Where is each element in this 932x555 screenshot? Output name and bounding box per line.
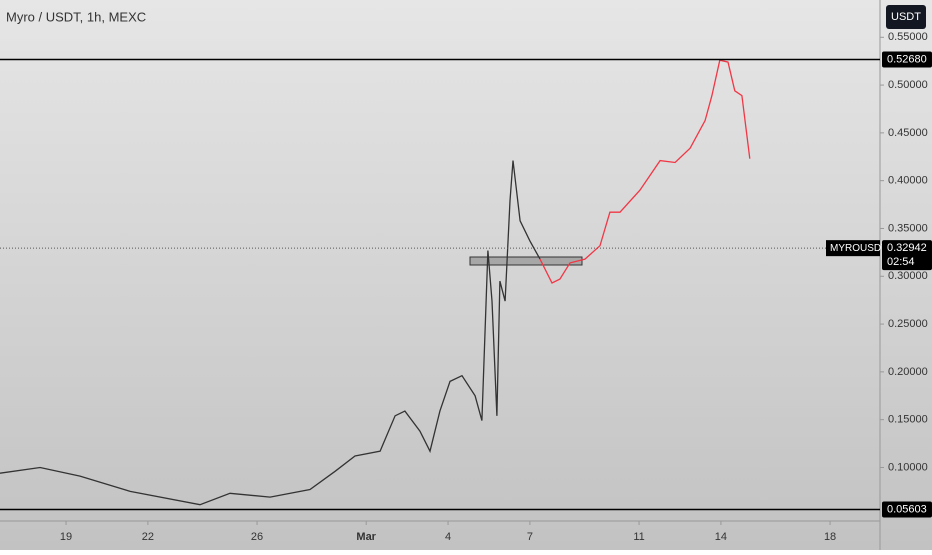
countdown: 02:54 bbox=[887, 256, 915, 268]
x-tick-label: 14 bbox=[715, 531, 727, 543]
x-tick-label: 4 bbox=[445, 531, 451, 543]
chart-title: Myro / USDT, 1h, MEXC bbox=[6, 9, 146, 24]
y-tick-label: 0.55000 bbox=[888, 31, 928, 43]
y-tick-label: 0.40000 bbox=[888, 175, 928, 187]
x-tick-label: 19 bbox=[60, 531, 72, 543]
current-price-tag bbox=[882, 240, 932, 271]
x-tick-label: 26 bbox=[251, 531, 263, 543]
currency-button[interactable] bbox=[886, 5, 926, 29]
y-tick-label: 0.35000 bbox=[888, 222, 928, 234]
y-tick-label: 0.25000 bbox=[888, 318, 928, 330]
y-tick-label: 0.20000 bbox=[888, 366, 928, 378]
y-tick-label: 0.50000 bbox=[888, 79, 928, 91]
x-tick-label: 11 bbox=[633, 531, 644, 543]
level-tag bbox=[882, 501, 932, 518]
level-label: 0.05603 bbox=[887, 503, 927, 515]
current-name: MYROUSDT bbox=[830, 243, 887, 254]
y-tick-label: 0.15000 bbox=[888, 414, 928, 426]
currency-label: USDT bbox=[891, 11, 921, 23]
support-zone bbox=[469, 256, 583, 266]
level-label: 0.52680 bbox=[887, 53, 927, 65]
price-line bbox=[0, 160, 541, 506]
price-line bbox=[539, 59, 751, 284]
y-tick-label: 0.30000 bbox=[888, 270, 928, 282]
x-tick-label: 22 bbox=[142, 531, 154, 543]
x-tick-label: Mar bbox=[356, 531, 376, 543]
level-tag bbox=[882, 51, 932, 68]
x-tick-label: 18 bbox=[824, 531, 836, 543]
current-price-label: 0.32942 bbox=[887, 242, 927, 254]
y-tick-label: 0.45000 bbox=[888, 127, 928, 139]
y-tick-label: 0.10000 bbox=[888, 461, 928, 473]
x-tick-label: 7 bbox=[527, 531, 533, 543]
current-name-tag bbox=[826, 240, 880, 257]
